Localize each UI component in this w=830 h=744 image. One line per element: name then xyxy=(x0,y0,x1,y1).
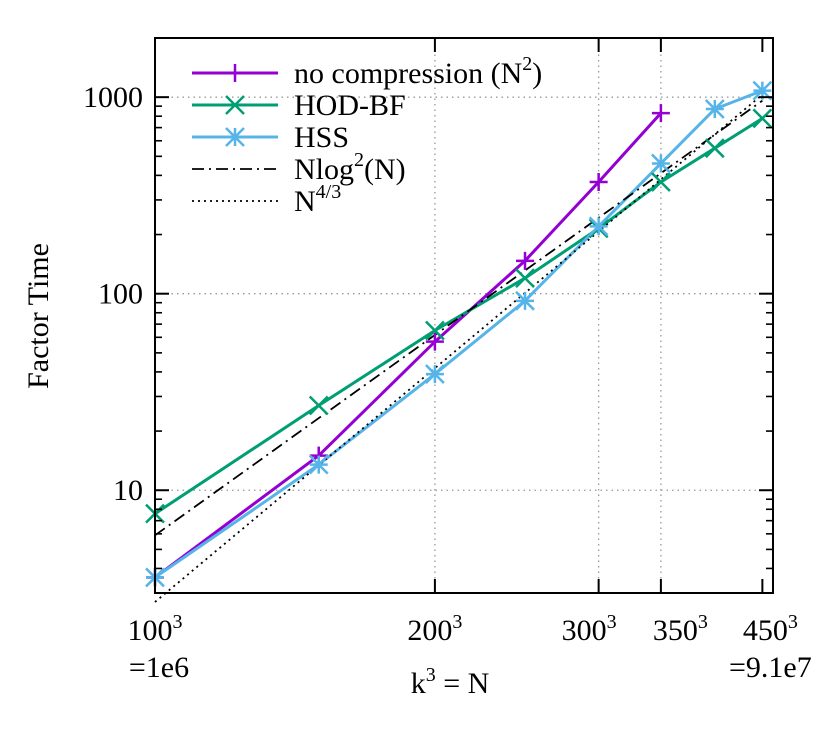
star-marker xyxy=(425,364,445,384)
x-tick-label-exp: 3 xyxy=(452,611,462,633)
legend-label-n43: N4/3 xyxy=(294,181,341,218)
star-marker xyxy=(308,454,329,475)
y-axis-label: Factor Time xyxy=(22,243,55,389)
plus-marker xyxy=(516,251,535,270)
legend-label-sup: 2 xyxy=(354,149,364,171)
axis-ticks xyxy=(154,37,773,594)
plus-marker xyxy=(425,332,444,351)
star-marker xyxy=(752,80,773,101)
star-marker xyxy=(515,290,535,311)
legend-label-hodbf: HOD-BF xyxy=(294,89,406,122)
star-marker xyxy=(704,99,725,119)
y-tick-label: 100 xyxy=(98,278,143,311)
cross-marker xyxy=(704,138,725,159)
series-lines xyxy=(154,89,764,603)
legend-label-text: HOD-BF xyxy=(294,89,406,122)
legend-label-text: Nlog xyxy=(294,153,354,186)
y-tick-label: 10 xyxy=(113,474,143,507)
x-tick-label-exp: 3 xyxy=(698,611,708,633)
legend-label-text: no compression (N xyxy=(294,57,522,90)
legend-label-sup: 2 xyxy=(522,53,532,75)
legend-label-hss: HSS xyxy=(294,121,349,154)
series-line-nocomp xyxy=(154,112,663,579)
y-tick-label: 1000 xyxy=(83,81,143,114)
x-axis-label-rest: = N xyxy=(436,667,490,700)
x-tick-sublabel: =9.1e7 xyxy=(729,651,812,684)
star-marker xyxy=(651,153,671,174)
x-tick-label-base: 450 xyxy=(743,614,788,647)
series-markers xyxy=(145,80,773,588)
legend-label-text: (N) xyxy=(364,153,406,186)
x-tick-label-exp: 3 xyxy=(788,611,798,633)
x-tick-sublabel: =1e6 xyxy=(129,651,189,684)
x-tick-label-base: 100 xyxy=(128,614,173,647)
plus-marker xyxy=(651,104,670,123)
cross-marker xyxy=(651,172,671,192)
cross-marker xyxy=(752,108,773,129)
series-line-hodbf xyxy=(154,117,764,515)
x-tick-label: 2003 xyxy=(407,611,462,647)
legend-label-nlog2n: Nlog2(N) xyxy=(294,149,406,186)
x-tick-label: 1003 xyxy=(128,611,183,647)
x-axis-label-base: k xyxy=(411,667,426,700)
series-line-n43 xyxy=(154,93,763,603)
plus-marker xyxy=(226,64,244,82)
x-tick-label: 3003 xyxy=(562,611,617,647)
legend-label-text: ) xyxy=(532,57,542,90)
x-axis-label: k3 = N xyxy=(411,664,490,700)
x-axis-label-sup: 3 xyxy=(426,664,436,686)
x-tick-label-base: 200 xyxy=(407,614,452,647)
cross-marker xyxy=(225,95,245,115)
star-marker xyxy=(588,216,609,237)
cross-marker xyxy=(425,320,445,341)
x-tick-label-exp: 3 xyxy=(173,611,183,633)
x-tick-label: 4503 xyxy=(743,611,798,647)
cross-marker xyxy=(515,268,535,289)
x-tick-label-base: 300 xyxy=(562,614,607,647)
x-tick-label: 3503 xyxy=(653,611,708,647)
series-line-nlog2n xyxy=(154,99,763,537)
legend-label-sup: 4/3 xyxy=(316,181,342,203)
x-tick-labels: 1003 2003 3003 3503 4503=1e6 =9.1e7 xyxy=(128,611,812,684)
x-tick-label-base: 350 xyxy=(653,614,698,647)
series-line-hss xyxy=(154,89,763,579)
legend-label-nocomp: no compression (N2) xyxy=(294,53,542,90)
plus-marker xyxy=(589,173,608,192)
grid-lines xyxy=(155,38,773,593)
legend-label-text: HSS xyxy=(294,121,349,154)
y-tick-labels: 10 100 1000 xyxy=(83,81,143,507)
star-marker xyxy=(225,127,245,147)
cross-marker xyxy=(308,395,329,416)
plot-frame xyxy=(154,37,774,594)
x-tick-label-exp: 3 xyxy=(607,611,617,633)
legend-label-text: N xyxy=(294,185,316,218)
